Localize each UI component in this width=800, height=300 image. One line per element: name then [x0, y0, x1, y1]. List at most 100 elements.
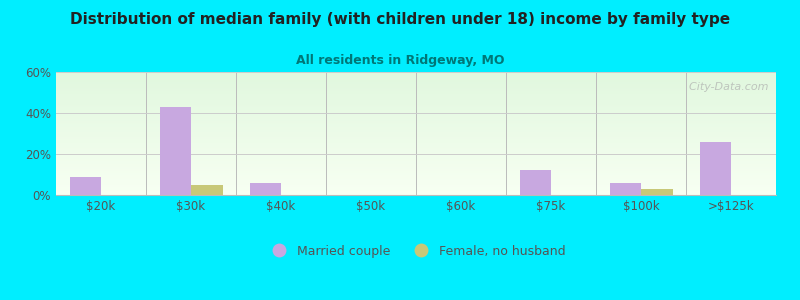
Bar: [56, 135, 776, 136]
Bar: [56, 118, 776, 119]
Bar: [56, 160, 776, 161]
Bar: [56, 93, 776, 94]
Bar: [56, 87, 776, 88]
Bar: [56, 74, 776, 75]
Bar: [56, 137, 776, 138]
Bar: [56, 194, 776, 195]
Bar: [56, 184, 776, 185]
Bar: [70, 176, 101, 195]
Text: City-Data.com: City-Data.com: [682, 82, 769, 92]
Bar: [56, 125, 776, 126]
Bar: [56, 126, 776, 127]
Bar: [56, 173, 776, 174]
Bar: [56, 162, 776, 163]
Bar: [56, 136, 776, 137]
Bar: [56, 188, 776, 189]
Bar: [56, 150, 776, 151]
Bar: [56, 165, 776, 166]
Bar: [56, 81, 776, 82]
Bar: [56, 111, 776, 112]
Bar: [56, 119, 776, 120]
Bar: [56, 147, 776, 148]
Bar: [56, 138, 776, 139]
Bar: [56, 78, 776, 79]
Bar: [56, 88, 776, 89]
Bar: [56, 169, 776, 170]
Bar: [56, 83, 776, 84]
Bar: [699, 142, 731, 195]
Bar: [56, 76, 776, 77]
Bar: [56, 168, 776, 169]
Bar: [56, 156, 776, 157]
Bar: [56, 80, 776, 81]
Bar: [56, 131, 776, 132]
Bar: [56, 190, 776, 191]
Bar: [56, 146, 776, 147]
Bar: [56, 182, 776, 183]
Bar: [56, 140, 776, 141]
Bar: [56, 148, 776, 149]
Bar: [56, 106, 776, 107]
Bar: [56, 91, 776, 92]
Bar: [56, 122, 776, 123]
Bar: [56, 181, 776, 182]
Bar: [56, 97, 776, 98]
Bar: [56, 192, 776, 193]
Bar: [56, 117, 776, 118]
Bar: [56, 158, 776, 159]
Bar: [56, 84, 776, 85]
Bar: [56, 170, 776, 171]
Bar: [610, 183, 641, 195]
Bar: [56, 128, 776, 129]
Legend: Married couple, Female, no husband: Married couple, Female, no husband: [262, 239, 570, 262]
Bar: [56, 166, 776, 167]
Bar: [56, 116, 776, 117]
Bar: [56, 157, 776, 158]
Bar: [56, 154, 776, 155]
Bar: [56, 113, 776, 114]
Bar: [56, 193, 776, 194]
Bar: [56, 133, 776, 134]
Bar: [56, 79, 776, 80]
Bar: [56, 103, 776, 104]
Bar: [56, 94, 776, 95]
Bar: [56, 178, 776, 179]
Bar: [56, 100, 776, 101]
Bar: [56, 191, 776, 192]
Bar: [56, 152, 776, 153]
Bar: [56, 73, 776, 74]
Bar: [56, 86, 776, 87]
Bar: [56, 149, 776, 150]
Bar: [56, 85, 776, 86]
Bar: [56, 120, 776, 121]
Bar: [56, 153, 776, 154]
Bar: [56, 108, 776, 109]
Bar: [56, 112, 776, 113]
Bar: [56, 180, 776, 181]
Bar: [56, 132, 776, 133]
Bar: [56, 99, 776, 100]
Bar: [250, 183, 281, 195]
Text: Distribution of median family (with children under 18) income by family type: Distribution of median family (with chil…: [70, 12, 730, 27]
Bar: [56, 164, 776, 165]
Bar: [56, 129, 776, 130]
Bar: [56, 82, 776, 83]
Bar: [191, 185, 222, 195]
Bar: [56, 187, 776, 188]
Text: All residents in Ridgeway, MO: All residents in Ridgeway, MO: [296, 54, 504, 67]
Bar: [56, 175, 776, 176]
Bar: [56, 105, 776, 106]
Bar: [56, 143, 776, 144]
Bar: [56, 183, 776, 184]
Bar: [56, 151, 776, 152]
Bar: [56, 114, 776, 115]
Bar: [56, 172, 776, 173]
Bar: [56, 185, 776, 186]
Bar: [56, 77, 776, 78]
Bar: [56, 130, 776, 131]
Bar: [56, 123, 776, 124]
Bar: [56, 186, 776, 187]
Bar: [56, 102, 776, 103]
Bar: [56, 179, 776, 180]
Bar: [56, 89, 776, 90]
